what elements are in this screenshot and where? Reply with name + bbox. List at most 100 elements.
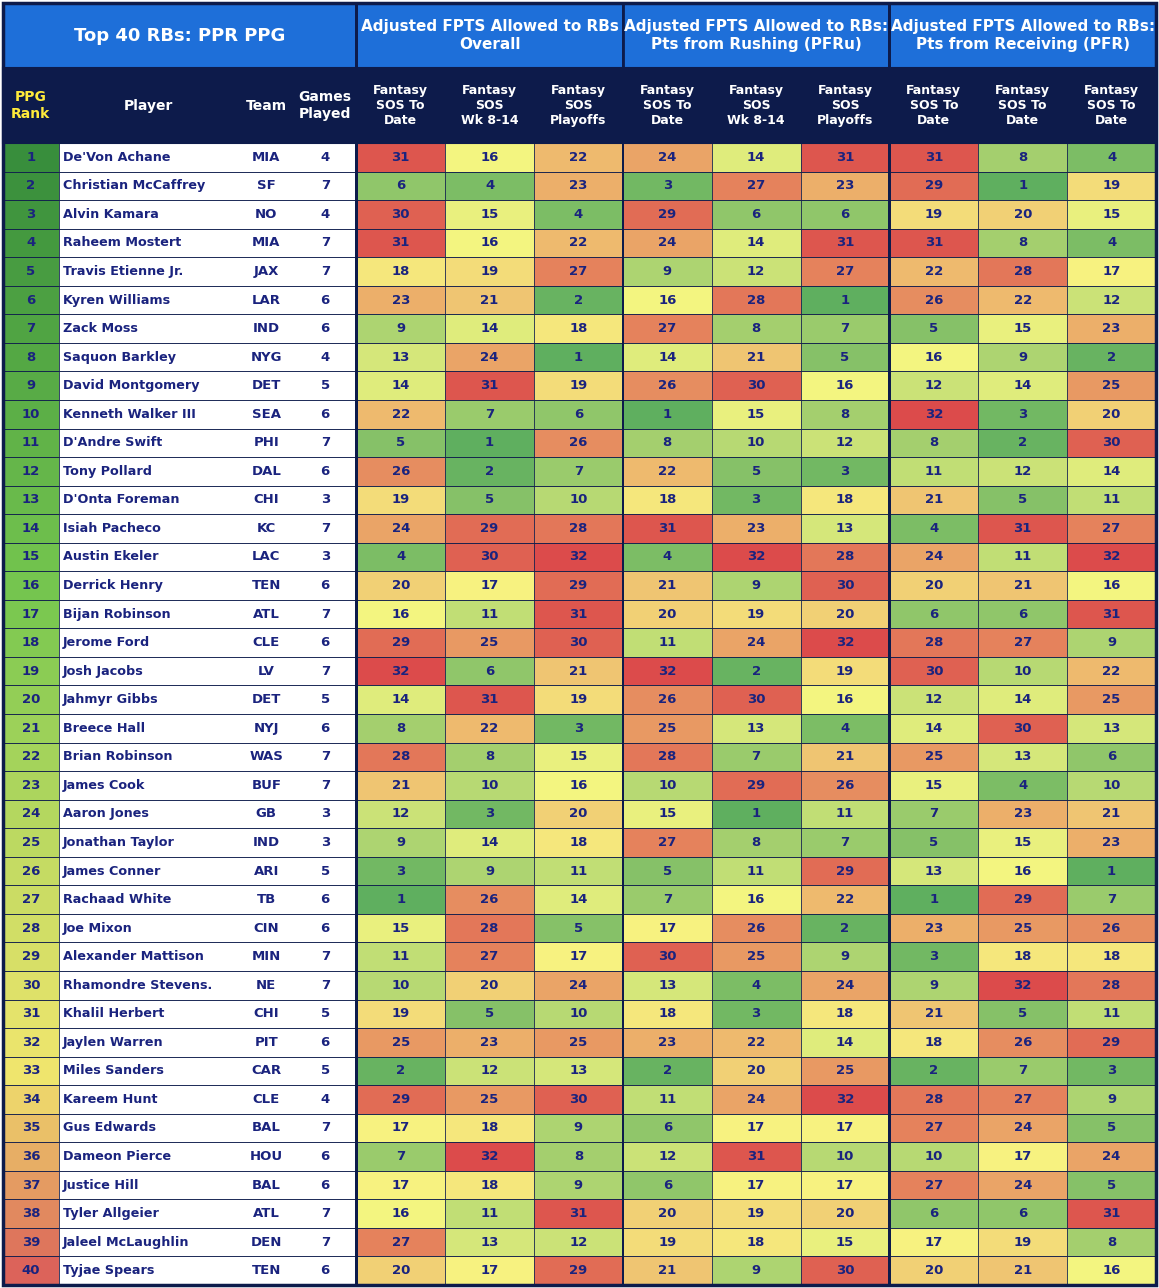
Bar xyxy=(889,429,978,457)
Bar xyxy=(534,1227,622,1257)
Bar xyxy=(622,971,712,999)
Bar xyxy=(59,1199,356,1227)
Bar xyxy=(978,743,1067,772)
Bar xyxy=(534,1171,622,1199)
Bar xyxy=(1067,401,1156,429)
Bar xyxy=(622,857,712,885)
Text: 29: 29 xyxy=(392,636,410,649)
Bar xyxy=(3,343,59,371)
Bar xyxy=(534,1114,622,1142)
Bar xyxy=(534,1056,622,1086)
Bar xyxy=(1067,258,1156,286)
Bar xyxy=(59,1114,356,1142)
Bar xyxy=(356,1199,445,1227)
Bar xyxy=(889,600,890,629)
Text: 25: 25 xyxy=(481,1094,498,1106)
Bar xyxy=(3,258,59,286)
Bar xyxy=(978,800,1067,828)
Bar xyxy=(3,457,59,486)
Text: 5: 5 xyxy=(840,350,850,363)
Text: 4: 4 xyxy=(321,151,330,164)
Text: 8: 8 xyxy=(1018,151,1027,164)
Bar xyxy=(712,914,801,943)
Bar xyxy=(534,143,622,171)
Bar xyxy=(356,1227,445,1257)
Text: 12: 12 xyxy=(925,693,943,706)
Bar xyxy=(3,914,59,943)
Text: 2: 2 xyxy=(484,465,494,478)
Bar xyxy=(622,343,712,371)
Bar xyxy=(622,486,624,514)
Bar xyxy=(712,143,801,171)
Bar xyxy=(889,857,890,885)
Bar xyxy=(622,514,624,542)
Bar xyxy=(978,1028,1067,1056)
Bar xyxy=(712,885,801,914)
Text: 26: 26 xyxy=(392,465,410,478)
Bar xyxy=(59,343,356,371)
Text: 11: 11 xyxy=(481,608,498,621)
Text: 1: 1 xyxy=(1018,179,1027,192)
Text: 22: 22 xyxy=(748,1036,765,1048)
Text: Josh Jacobs: Josh Jacobs xyxy=(63,665,144,677)
Bar xyxy=(712,1114,801,1142)
Bar xyxy=(712,1056,801,1086)
Text: 24: 24 xyxy=(1102,1150,1121,1163)
Text: 14: 14 xyxy=(1013,379,1032,392)
Bar xyxy=(801,514,889,542)
Text: 31: 31 xyxy=(569,1207,588,1220)
Bar xyxy=(978,1227,1067,1257)
Bar xyxy=(889,714,978,743)
Text: 8: 8 xyxy=(751,322,760,335)
Text: 16: 16 xyxy=(392,608,410,621)
Bar xyxy=(889,629,890,657)
Text: 22: 22 xyxy=(569,151,588,164)
Text: 32: 32 xyxy=(658,665,677,677)
Bar xyxy=(622,1171,712,1199)
Text: 29: 29 xyxy=(658,207,677,220)
Bar xyxy=(356,828,445,857)
Bar xyxy=(978,914,1067,943)
Bar xyxy=(59,1028,356,1056)
Text: ATL: ATL xyxy=(253,1207,279,1220)
Text: 12: 12 xyxy=(925,379,943,392)
Bar xyxy=(889,885,890,914)
Bar xyxy=(1067,314,1156,343)
Text: 6: 6 xyxy=(663,1179,672,1191)
Text: 14: 14 xyxy=(925,721,943,734)
Text: 9: 9 xyxy=(930,979,939,992)
Bar xyxy=(534,457,622,486)
Bar xyxy=(356,971,357,999)
Text: 17: 17 xyxy=(748,1122,765,1135)
Bar xyxy=(622,143,712,171)
Bar xyxy=(622,685,712,714)
Bar xyxy=(356,429,445,457)
Text: 31: 31 xyxy=(1013,522,1032,535)
Bar xyxy=(889,828,978,857)
Bar xyxy=(356,1257,357,1285)
Text: 14: 14 xyxy=(480,322,498,335)
Text: 4: 4 xyxy=(484,179,494,192)
Text: 8: 8 xyxy=(27,350,36,363)
Bar xyxy=(445,857,534,885)
Text: 19: 19 xyxy=(1014,1235,1032,1248)
Text: 36: 36 xyxy=(22,1150,41,1163)
Bar xyxy=(445,429,534,457)
Bar xyxy=(445,401,534,429)
Text: 18: 18 xyxy=(836,493,854,506)
Text: 7: 7 xyxy=(321,237,330,250)
Text: NE: NE xyxy=(256,979,277,992)
Text: 9: 9 xyxy=(396,836,406,849)
Text: 12: 12 xyxy=(836,437,854,450)
Bar xyxy=(712,258,801,286)
Text: 16: 16 xyxy=(836,693,854,706)
Text: 29: 29 xyxy=(836,864,854,877)
Bar xyxy=(712,857,801,885)
Bar xyxy=(889,685,890,714)
Text: 18: 18 xyxy=(836,1007,854,1020)
Bar xyxy=(801,429,889,457)
Text: 20: 20 xyxy=(836,1207,854,1220)
Text: 29: 29 xyxy=(392,1094,410,1106)
Text: 8: 8 xyxy=(663,437,672,450)
Text: Adjusted FPTS Allowed to RBs
Overall: Adjusted FPTS Allowed to RBs Overall xyxy=(360,19,619,52)
